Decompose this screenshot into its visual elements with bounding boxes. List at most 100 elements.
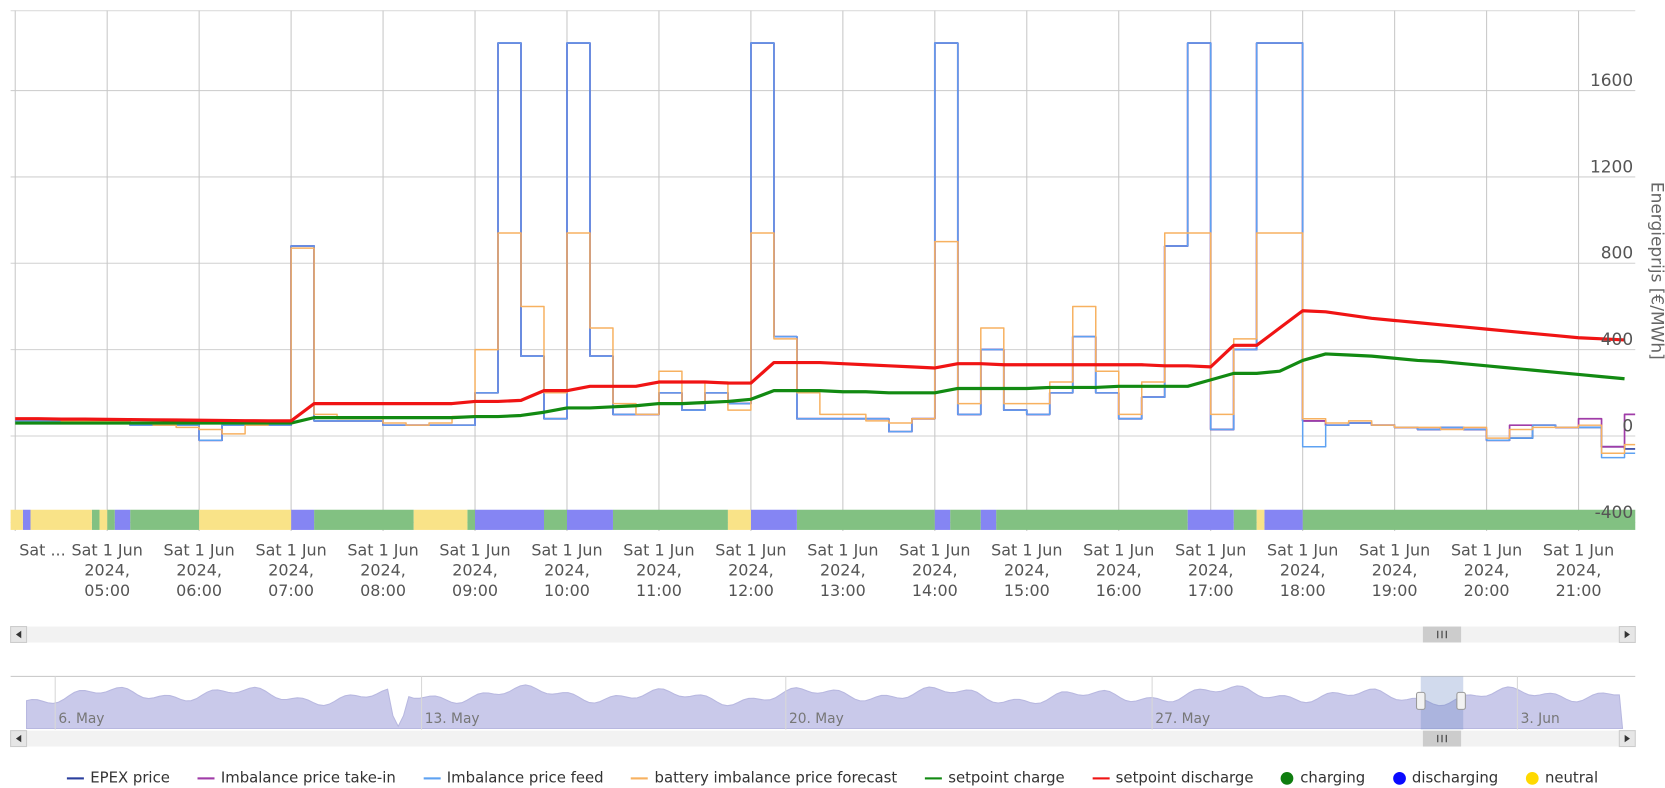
y-tick-label: -400 [1595,503,1634,523]
navigator-area [26,684,1624,730]
legend-label: battery imbalance price forecast [654,769,898,787]
legend-item: battery imbalance price forecast [631,770,897,787]
x-tick-label-box: Sat 1 Jun 2024, 08:00 [347,540,419,601]
x-tick-label-box: Sat 1 Jun 2024, 07:00 [255,540,327,601]
status-span [291,509,315,530]
x-tick-label: Sat 1 Jun 2024, 18:00 [1267,540,1339,601]
legend-swatch [1092,777,1110,780]
grip [1437,734,1447,743]
status-span [314,509,414,530]
legend-label: discharging [1411,769,1499,787]
series-line [15,309,1625,423]
legend-dot [1281,772,1294,785]
series-line [15,42,1636,450]
status-span [796,509,935,530]
x-tick-label-box: Sat 1 Jun 2024, 13:00 [807,541,878,600]
y-tick-label: 800 [1601,244,1633,264]
status-span [543,509,567,530]
x-tick-label: Sat 1 Jun 2024, 09:00 [439,540,511,601]
legend-swatch [924,777,942,780]
legend-item: setpoint charge [924,769,1065,787]
legend-label: charging [1300,769,1366,787]
x-tick-label: Sat 1 Jun 2024, 06:00 [163,540,235,601]
x-tick-label-box: Sat 1 Jun 2024, 20:00 [1450,540,1523,601]
x-tick-label: Sat 1 Jun 2024, 10:00 [531,540,603,601]
legend: EPEX price Imbalance price take-in Imbalan… [0,766,1665,788]
x-tick-label-box: Sat 1 Jun 2024, 15:00 [991,540,1063,601]
legend-dot [1525,772,1539,785]
x-tick-label: Sat 1 Jun 2024, 08:00 [347,540,419,601]
x-tick-label-box: Sat ... [19,541,65,560]
x-tick-label-box: Sat 1 Jun 2024, 14:00 [899,541,970,600]
status-span [996,509,1188,530]
x-tick-label-box: Sat 1 Jun 2024, 16:00 [1083,540,1155,601]
legend-label: neutral [1544,769,1599,787]
arrow [15,630,22,639]
navigator-label: 13. May [425,711,480,727]
scrollbar [10,730,1636,748]
x-tick-label-box: Sat 1 Jun 2024, 21:00 [1542,540,1615,601]
legend-label: setpoint charge [948,769,1065,787]
x-tick-label: Sat 1 Jun 2024, 21:00 [1542,540,1615,601]
status-span [107,509,115,530]
status-span [199,509,292,530]
x-tick-label-box: Sat 1 Jun 2024, 19:00 [1358,540,1431,601]
status-span [99,509,108,530]
legend-label: EPEX price [90,769,170,787]
status-span [1264,509,1303,530]
x-tick-label: Sat 1 Jun 2024, 20:00 [1450,540,1523,601]
legend-label: Imbalance price feed [446,769,604,787]
navigator-label: 6. May [58,711,104,727]
navigator-label: 27. May [1155,711,1210,727]
legend-item: EPEX price [66,769,170,787]
y-tick-label: 0 [1622,416,1633,436]
status-span [1302,509,1636,530]
legend-item: charging [1281,770,1365,787]
status-span [612,509,728,530]
x-tick-label: Sat 1 Jun 2024, 11:00 [623,540,695,601]
x-tick-label: Sat 1 Jun 2024, 15:00 [991,540,1063,601]
status-band [10,509,1636,530]
legend-item: Imbalance price take-in [197,769,396,787]
status-span [1187,509,1234,530]
legend-item: Imbalance price feed [423,769,604,787]
legend-box: EPEX price Imbalance price take-in Imbalan… [0,766,1665,788]
navigator: 6. May 13. May 20. May 27. May 3. Jun [10,675,1636,730]
x-tick-label-box: Sat 1 Jun 2024, 18:00 [1267,540,1339,601]
x-tick-label-box: Sat 1 Jun 2024, 05:00 [72,541,143,600]
legend-swatch [66,777,84,780]
legend-swatch [197,777,215,780]
x-tick-label: Sat 1 Jun 2024, 07:00 [255,540,327,601]
y-tick-label: 400 [1601,330,1633,350]
status-span [130,509,200,530]
legend-item: setpoint discharge [1092,770,1253,787]
status-span [727,509,751,530]
scrollbar-track [10,626,1636,643]
y-axis-title: Energieprijs [€/MWh] [1647,182,1665,360]
legend-dot [1392,772,1406,785]
status-span [413,509,468,530]
legend-label: setpoint discharge [1115,769,1254,787]
status-span [475,509,544,530]
arrow [15,734,22,743]
scrollbar [10,626,1636,644]
x-tick-label: Sat 1 Jun 2024, 16:00 [1083,540,1155,601]
x-tick-label-box: Sat 1 Jun 2024, 17:00 [1175,541,1246,600]
status-span [1233,509,1257,530]
navigator-handle[interactable] [1415,691,1426,710]
legend-item: discharging [1392,769,1499,787]
series-line [15,42,1636,459]
status-span [91,509,100,530]
status-span [750,509,797,530]
x-tick-label: Sat 1 Jun 2024, 19:00 [1358,540,1431,601]
navigator-selection[interactable] [1420,676,1464,730]
grid [10,10,1636,531]
status-span [934,509,951,530]
legend-label: Imbalance price take-in [220,769,396,787]
navigator-handle[interactable] [1456,691,1466,710]
legend-swatch [423,777,441,780]
series-line [15,42,1636,448]
